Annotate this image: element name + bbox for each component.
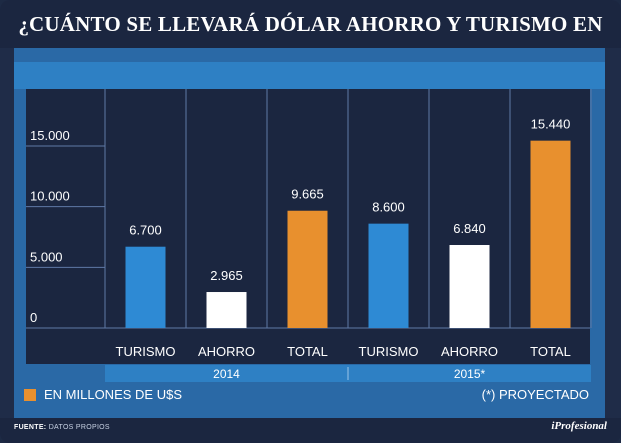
chart-header-band bbox=[14, 62, 605, 89]
projection-note: (*) PROYECTADO bbox=[481, 387, 589, 402]
source-credit: FUENTE: DATOS PROPIOS bbox=[14, 424, 110, 431]
x-category-label: TURISMO bbox=[359, 344, 419, 359]
y-tick-label: 15.000 bbox=[30, 128, 70, 143]
x-category-label: TOTAL bbox=[530, 344, 571, 359]
bar-value-label: 8.600 bbox=[372, 200, 405, 215]
bar-ahorro-2014 bbox=[206, 292, 247, 328]
bar-turismo-2015 bbox=[368, 223, 409, 328]
legend-swatch bbox=[24, 388, 36, 401]
bar-ahorro-2015 bbox=[449, 245, 490, 328]
y-tick-label: 0 bbox=[30, 310, 37, 325]
bar-value-label: 6.840 bbox=[453, 221, 486, 236]
bar-total-2014 bbox=[287, 210, 328, 328]
bar-total-2015 bbox=[530, 140, 571, 328]
bar-turismo-2014 bbox=[125, 246, 166, 328]
brand-logo: iProfesional bbox=[551, 420, 607, 432]
x-category-label: AHORRO bbox=[198, 344, 255, 359]
x-category-label: TURISMO bbox=[116, 344, 176, 359]
source-label: FUENTE: bbox=[14, 424, 47, 431]
bar-value-label: 6.700 bbox=[129, 223, 162, 238]
legend: EN MILLONES DE U$S bbox=[24, 387, 182, 402]
footer bbox=[0, 418, 621, 443]
page-title: ¿CUÁNTO SE LLEVARÁ DÓLAR AHORRO Y TURISM… bbox=[0, 0, 621, 84]
year-label: 2015* bbox=[454, 367, 486, 381]
legend-label: EN MILLONES DE U$S bbox=[44, 387, 182, 402]
y-tick-label: 10.000 bbox=[30, 189, 70, 204]
x-category-label: AHORRO bbox=[441, 344, 498, 359]
y-tick-label: 5.000 bbox=[30, 249, 63, 264]
bar-value-label: 9.665 bbox=[291, 187, 324, 202]
bar-value-label: 15.440 bbox=[531, 117, 571, 132]
bar-value-label: 2.965 bbox=[210, 268, 243, 283]
x-category-label: TOTAL bbox=[287, 344, 328, 359]
year-label: 2014 bbox=[213, 367, 240, 381]
source-value: DATOS PROPIOS bbox=[48, 424, 110, 431]
